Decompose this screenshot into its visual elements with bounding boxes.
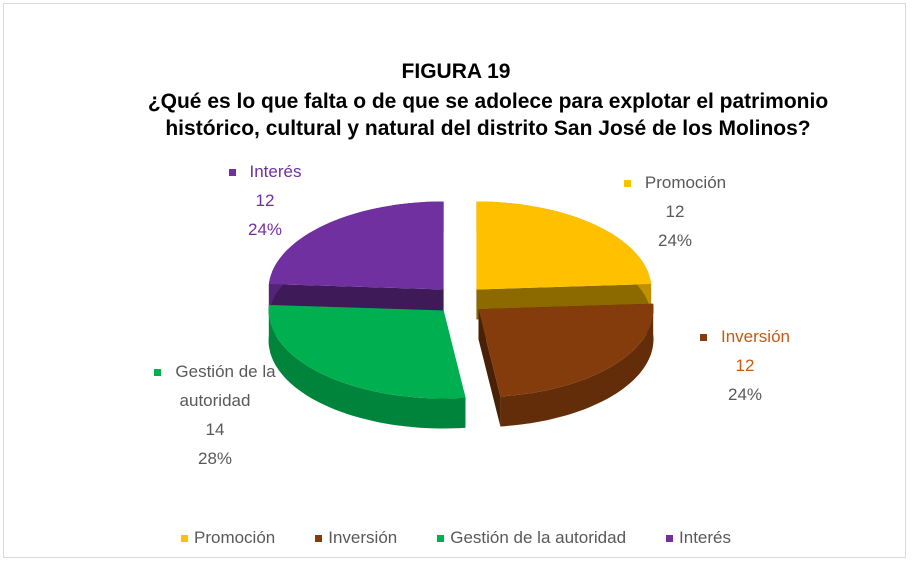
- legend-label: Gestión de la autoridad: [450, 528, 627, 547]
- legend-label: Promoción: [193, 528, 276, 547]
- data-label-name: Promoción: [595, 168, 755, 197]
- legend-marker: [315, 535, 323, 543]
- legend-marker: [180, 535, 188, 543]
- data-label-percent: 24%: [657, 231, 693, 250]
- legend: Promoción Inversión Gestión de la autorida…: [0, 528, 912, 548]
- data-label-value: 14: [205, 420, 225, 439]
- slice: [268, 305, 466, 399]
- data-label-marker: [700, 334, 707, 342]
- chart-title: FIGURA 19: [401, 60, 511, 83]
- data-label-marker: [623, 180, 631, 188]
- legend-marker: [666, 535, 674, 543]
- data-label-category: Gestión de la autoridad: [175, 362, 276, 410]
- legend-item: Promoción: [180, 528, 276, 548]
- data-label-category: Interés: [249, 162, 302, 181]
- slice: [478, 303, 654, 397]
- data-label-value: 12: [735, 356, 755, 375]
- legend-item: Interés: [666, 528, 731, 548]
- data-label-marker: [228, 169, 236, 177]
- data-label-percent: 28%: [197, 449, 233, 468]
- data-label: Gestión de la autoridad 14 28%: [135, 357, 295, 473]
- data-label-percent: 24%: [727, 385, 763, 404]
- slice: [268, 201, 444, 290]
- slice: [476, 201, 652, 290]
- data-label: Promoción 12 24%: [595, 168, 755, 255]
- chart-subtitle: ¿Qué es lo que falta o de que se adolece…: [147, 90, 829, 140]
- legend-item: Inversión: [315, 528, 397, 548]
- legend-marker: [437, 535, 445, 543]
- data-label: Inversión 12 24%: [665, 322, 825, 409]
- data-label-category: Promoción: [644, 173, 727, 192]
- data-label-marker: [154, 369, 162, 377]
- legend-item: Gestión de la autoridad: [437, 528, 626, 548]
- data-label-name: Inversión: [665, 322, 825, 351]
- slice-wall: [268, 305, 466, 429]
- data-label-value: 12: [255, 191, 275, 210]
- slice-face: [478, 309, 501, 427]
- chart-frame: [3, 3, 906, 558]
- data-label-value: 12: [665, 202, 685, 221]
- data-label-percent: 24%: [247, 220, 283, 239]
- legend-label: Interés: [679, 528, 732, 547]
- data-label-name: Gestión de la autoridad: [135, 357, 295, 415]
- data-label: Interés 12 24%: [185, 157, 345, 244]
- legend-label: Inversión: [328, 528, 398, 547]
- data-label-category: Inversión: [721, 327, 790, 346]
- slice-wall: [500, 303, 654, 427]
- data-label-name: Interés: [185, 157, 345, 186]
